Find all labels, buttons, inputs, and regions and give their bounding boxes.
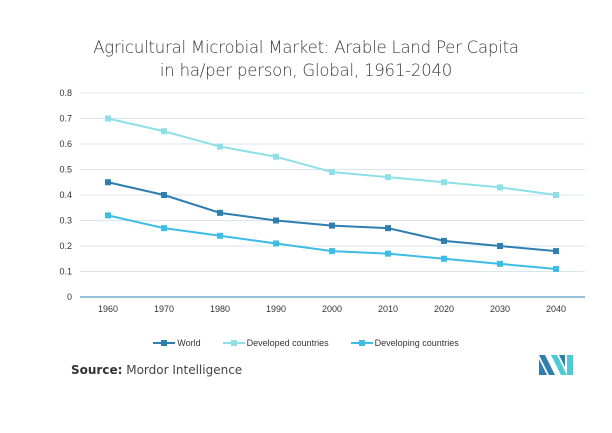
data-point <box>553 265 559 272</box>
data-point <box>273 217 279 224</box>
gridlines <box>80 92 585 272</box>
y-tick-label: 0.6 <box>59 139 72 149</box>
y-axis-ticks: 0 0.1 0.2 0.3 0.4 0.5 0.6 0.7 0.8 <box>59 88 72 302</box>
series-line <box>107 181 557 253</box>
data-point <box>105 179 111 186</box>
data-point <box>161 192 167 198</box>
x-tick-label: 2040 <box>546 304 566 314</box>
data-point <box>385 174 391 181</box>
x-tick-label: 1960 <box>98 304 118 314</box>
x-tick-label: 2020 <box>434 304 454 314</box>
series-group <box>105 115 559 272</box>
legend: World Developed countries Developing count… <box>0 338 612 348</box>
x-tick-label: 2010 <box>378 304 398 314</box>
data-point <box>273 240 279 247</box>
x-axis-ticks: 1960 1970 1980 1990 2000 2010 2020 2030 2040 <box>98 304 566 314</box>
y-tick-label: 0.5 <box>59 165 72 175</box>
data-point <box>329 248 335 255</box>
data-point <box>161 225 167 232</box>
data-point <box>329 169 335 176</box>
legend-swatch-icon <box>222 340 245 346</box>
x-tick-label: 2030 <box>490 304 510 314</box>
legend-item: Developing countries <box>350 338 459 348</box>
series-line <box>107 117 557 196</box>
y-tick-label: 0.1 <box>59 267 72 277</box>
data-point <box>217 232 223 239</box>
data-point <box>105 212 111 219</box>
data-point <box>441 179 447 186</box>
data-point <box>217 143 223 150</box>
y-tick-label: 0.2 <box>59 241 72 251</box>
data-point <box>553 248 559 255</box>
series-developing-countries <box>105 212 559 272</box>
legend-label: Developed countries <box>246 338 329 348</box>
data-point <box>161 128 167 135</box>
y-tick-label: 0.8 <box>59 88 72 98</box>
series-developed-countries <box>105 115 559 198</box>
legend-label: World <box>177 338 201 348</box>
chart-title-line-2: in ha/per person, Global, 1961-2040 <box>159 61 453 80</box>
legend-label: Developing countries <box>374 338 459 348</box>
data-point <box>553 192 559 198</box>
legend-item: Developed countries <box>222 338 329 348</box>
y-tick-label: 0.4 <box>59 190 72 200</box>
data-point <box>105 115 111 122</box>
mordor-intelligence-logo-icon <box>539 355 573 375</box>
y-tick-label: 0 <box>67 292 72 302</box>
data-point <box>497 243 503 249</box>
source-name: Mordor Intelligence <box>126 363 243 377</box>
legend-item: World <box>153 338 201 348</box>
data-point <box>329 222 335 229</box>
chart-title-line-1: Agricultural Microbial Market: Arable La… <box>93 38 519 57</box>
y-tick-label: 0.3 <box>59 216 72 226</box>
source-label: Source: <box>71 363 123 377</box>
legend-swatch-icon <box>153 340 176 346</box>
y-tick-label: 0.7 <box>59 114 72 124</box>
data-point <box>217 209 223 216</box>
data-point <box>385 225 391 232</box>
x-tick-label: 1980 <box>210 304 230 314</box>
x-tick-label: 1970 <box>154 304 174 314</box>
x-tick-label: 1990 <box>266 304 286 314</box>
data-point <box>273 153 279 160</box>
data-point <box>497 260 503 267</box>
data-point <box>441 255 447 262</box>
source-note: Source: Mordor Intelligence <box>71 363 242 377</box>
x-tick-label: 2000 <box>322 304 342 314</box>
legend-swatch-icon <box>350 340 373 346</box>
data-point <box>497 184 503 191</box>
series-world <box>105 179 559 255</box>
data-point <box>441 237 447 244</box>
data-point <box>385 250 391 257</box>
chart-title: Agricultural Microbial Market: Arable La… <box>0 36 612 82</box>
